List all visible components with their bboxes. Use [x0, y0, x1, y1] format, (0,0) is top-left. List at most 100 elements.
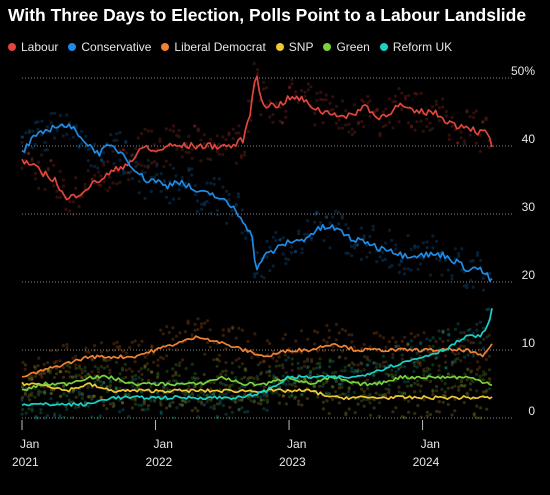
poll-dot-conservative [402, 272, 407, 276]
poll-dot-conservative [168, 201, 172, 205]
poll-dot-labour [474, 141, 478, 145]
poll-dot-labour [340, 126, 344, 130]
poll-dot-green [378, 401, 382, 405]
poll-dot-green [153, 399, 157, 403]
poll-dot-green [156, 371, 160, 375]
poll-dot-liberal-democrat [482, 337, 486, 341]
poll-dot-labour [256, 68, 260, 72]
poll-dot-reform-uk [272, 374, 276, 378]
poll-dot-snp [446, 386, 450, 390]
poll-dot-reform-uk [447, 333, 451, 337]
poll-dot-snp [327, 391, 331, 396]
poll-dot-snp [92, 394, 96, 398]
poll-dot-liberal-democrat [413, 335, 417, 339]
poll-dot-labour [90, 177, 94, 181]
poll-dot-conservative [253, 275, 257, 279]
poll-dot-labour [309, 85, 313, 89]
poll-dot-liberal-democrat [425, 366, 429, 370]
poll-dot-snp [347, 407, 351, 411]
poll-dot-liberal-democrat [171, 337, 175, 341]
poll-dot-liberal-democrat [203, 321, 207, 325]
poll-dot-conservative [146, 164, 150, 168]
poll-dot-snp [368, 413, 373, 417]
poll-dot-labour [237, 124, 241, 128]
poll-dot-liberal-democrat [40, 371, 44, 375]
poll-dot-reform-uk [30, 407, 34, 411]
poll-dot-green [431, 363, 435, 367]
poll-dot-conservative [43, 140, 47, 144]
poll-dot-liberal-democrat [271, 349, 275, 353]
poll-dot-labour [96, 170, 101, 174]
poll-dot-reform-uk [478, 320, 482, 324]
poll-dot-labour [447, 133, 451, 137]
poll-dot-liberal-democrat [413, 360, 417, 364]
poll-dot-conservative [346, 251, 350, 255]
poll-dot-labour [30, 158, 34, 163]
chart-legend: Labour Conservative Liberal Democrat SNP… [8, 38, 452, 56]
poll-dot-labour [106, 189, 110, 193]
poll-dot-liberal-democrat [299, 329, 304, 333]
poll-dot-snp [20, 386, 25, 390]
poll-dot-labour [403, 94, 407, 99]
poll-dot-reform-uk [462, 355, 467, 359]
poll-dot-snp [485, 388, 489, 393]
gridlines [22, 77, 512, 419]
poll-dot-liberal-democrat [283, 353, 287, 357]
poll-dot-green [39, 390, 43, 394]
poll-dot-liberal-democrat [74, 363, 78, 367]
poll-dot-liberal-democrat [65, 346, 69, 350]
poll-dot-liberal-democrat [437, 329, 441, 333]
poll-dot-labour [413, 91, 417, 95]
poll-dot-labour [256, 72, 260, 76]
poll-dot-labour [368, 99, 372, 103]
poll-dot-labour [115, 182, 119, 186]
poll-dot-snp [472, 412, 476, 416]
poll-dot-reform-uk [421, 358, 426, 362]
poll-dot-green [333, 370, 338, 374]
poll-dot-conservative [149, 189, 153, 194]
poll-dot-green [315, 362, 319, 366]
poll-dot-conservative [93, 142, 97, 146]
poll-dot-liberal-democrat [477, 365, 482, 369]
poll-dot-labour [303, 90, 307, 94]
poll-dot-conservative [469, 259, 473, 263]
poll-dot-liberal-democrat [469, 370, 473, 374]
poll-dot-snp [297, 402, 301, 406]
poll-dot-reform-uk [71, 416, 75, 420]
poll-dot-labour [472, 115, 476, 120]
poll-dot-liberal-democrat [271, 356, 275, 360]
poll-dot-conservative [84, 134, 88, 138]
poll-dot-labour [217, 152, 221, 156]
poll-dot-reform-uk [481, 346, 485, 350]
poll-dot-snp [90, 397, 94, 401]
poll-dot-labour [227, 131, 231, 135]
poll-dot-reform-uk [406, 342, 410, 346]
poll-dot-reform-uk [114, 392, 118, 396]
poll-dot-conservative [33, 121, 38, 125]
poll-dot-snp [330, 397, 335, 401]
poll-dot-reform-uk [39, 408, 43, 412]
poll-dot-conservative [381, 250, 385, 255]
poll-dot-reform-uk [137, 403, 141, 407]
poll-dot-snp [366, 397, 370, 402]
poll-dot-labour [126, 178, 131, 182]
poll-dot-green [48, 368, 52, 372]
poll-dot-liberal-democrat [33, 374, 38, 379]
poll-dot-liberal-democrat [340, 349, 344, 353]
poll-dot-green [372, 374, 376, 378]
poll-dot-reform-uk [36, 416, 40, 420]
poll-dot-reform-uk [438, 337, 442, 341]
poll-dot-liberal-democrat [446, 328, 450, 332]
poll-dot-reform-uk [246, 378, 250, 382]
poll-dot-conservative [127, 171, 132, 175]
poll-dot-liberal-democrat [108, 358, 112, 362]
poll-dot-green [418, 389, 422, 393]
poll-dot-green [105, 359, 109, 363]
poll-dot-conservative [143, 196, 147, 201]
poll-dot-snp [407, 399, 411, 403]
poll-dot-snp [80, 392, 84, 396]
poll-dot-liberal-democrat [227, 327, 231, 331]
poll-dot-reform-uk [234, 400, 238, 405]
poll-dot-labour [143, 164, 147, 168]
poll-dot-labour [175, 133, 179, 137]
